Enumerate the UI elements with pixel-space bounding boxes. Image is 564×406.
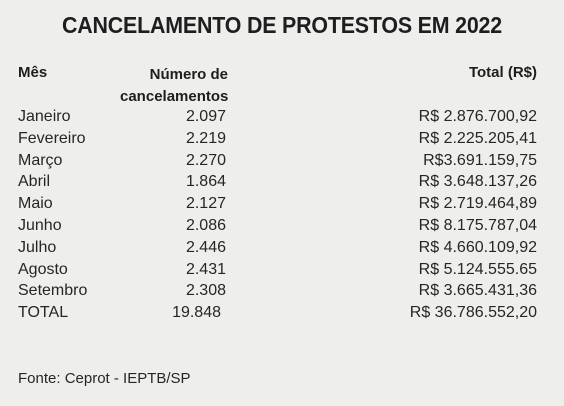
cell-count: 19.848 <box>172 304 221 322</box>
cell-month: Fevereiro <box>18 129 86 147</box>
cell-month: Julho <box>18 238 57 256</box>
cell-month: Junho <box>18 216 62 234</box>
cell-count: 2.219 <box>185 129 226 147</box>
cell-count: 2.270 <box>185 151 226 169</box>
cell-month: Agosto <box>18 260 68 278</box>
cell-total: R$ 2.876.700,92 <box>418 108 537 125</box>
table-row: Janeiro 2.097 R$ 2.876.700,92 <box>0 108 564 130</box>
cell-total: R$3.691.159,75 <box>423 151 537 169</box>
cell-month: Abril <box>18 173 51 191</box>
table-row: Maio 2.127 R$ 2.719.464,89 <box>0 195 564 217</box>
table-row: Junho 2.086 R$ 8.175.787,04 <box>0 217 564 239</box>
cell-month: TOTAL <box>18 304 69 322</box>
column-header-count: Número de cancelamentos <box>120 64 228 108</box>
column-header-count-line1: Número de <box>149 66 228 83</box>
cell-count: 1.864 <box>185 173 226 191</box>
cell-count: 2.086 <box>185 216 226 234</box>
cell-count: 2.127 <box>185 195 226 213</box>
page-title: CANCELAMENTO DE PROTESTOS EM 2022 <box>62 12 502 38</box>
cell-month: Janeiro <box>18 108 71 125</box>
table-row: Março 2.270 R$3.691.159,75 <box>0 152 564 174</box>
cell-total: R$ 3.665.431,36 <box>418 282 537 300</box>
table-row: Agosto 2.431 R$ 5.124.555.65 <box>0 261 564 283</box>
cell-total: R$ 3.648.137,26 <box>418 173 537 191</box>
table-row: Fevereiro 2.219 R$ 2.225.205,41 <box>0 130 564 152</box>
cell-month: Março <box>18 151 63 169</box>
cell-total: R$ 5.124.555.65 <box>418 260 537 278</box>
cell-total: R$ 8.175.787,04 <box>418 216 537 234</box>
cell-total: R$ 36.786.552,20 <box>409 304 537 322</box>
table-total-row: TOTAL 19.848 R$ 36.786.552,20 <box>0 304 564 326</box>
cell-total: R$ 4.660.109,92 <box>418 238 537 256</box>
cell-total: R$ 2.719.464,89 <box>418 195 537 213</box>
table-row: Setembro 2.308 R$ 3.665.431,36 <box>0 282 564 304</box>
source-note: Fonte: Ceprot - IEPTB/SP <box>18 370 191 387</box>
cell-count: 2.431 <box>185 260 226 278</box>
column-header-count-line2: cancelamentos <box>120 88 229 105</box>
cell-total: R$ 2.225.205,41 <box>418 129 537 147</box>
column-header-total: Total (R$) <box>468 64 537 81</box>
cell-month: Maio <box>18 195 53 213</box>
table-row: Abril 1.864 R$ 3.648.137,26 <box>0 173 564 195</box>
cell-count: 2.097 <box>185 108 226 125</box>
cell-month: Setembro <box>18 282 88 300</box>
data-table: Janeiro 2.097 R$ 2.876.700,92 Fevereiro … <box>0 108 564 326</box>
cell-count: 2.446 <box>185 238 226 256</box>
column-header-month: Mês <box>18 64 48 81</box>
cell-count: 2.308 <box>185 282 226 300</box>
table-row: Julho 2.446 R$ 4.660.109,92 <box>0 239 564 261</box>
